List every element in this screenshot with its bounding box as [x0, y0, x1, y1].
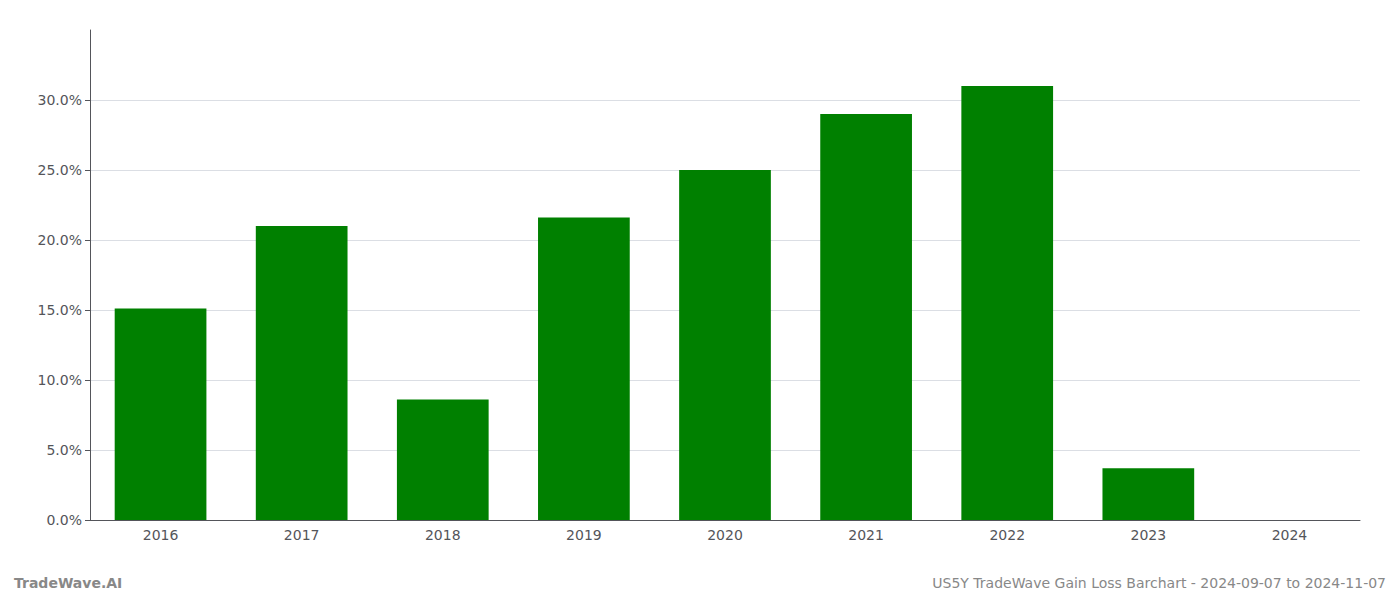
svg-text:2023: 2023 — [1131, 527, 1167, 543]
svg-text:15.0%: 15.0% — [38, 302, 82, 318]
svg-text:2021: 2021 — [848, 527, 884, 543]
svg-text:2022: 2022 — [989, 527, 1025, 543]
svg-text:30.0%: 30.0% — [38, 92, 82, 108]
svg-text:20.0%: 20.0% — [38, 232, 82, 248]
svg-text:25.0%: 25.0% — [38, 162, 82, 178]
svg-text:2019: 2019 — [566, 527, 602, 543]
svg-text:0.0%: 0.0% — [46, 512, 82, 528]
svg-text:2024: 2024 — [1272, 527, 1308, 543]
svg-text:5.0%: 5.0% — [46, 442, 82, 458]
svg-text:10.0%: 10.0% — [38, 372, 82, 388]
svg-text:US5Y TradeWave Gain Loss Barch: US5Y TradeWave Gain Loss Barchart - 2024… — [932, 575, 1386, 591]
svg-text:TradeWave.AI: TradeWave.AI — [14, 575, 122, 591]
svg-text:2016: 2016 — [143, 527, 179, 543]
svg-text:2018: 2018 — [425, 527, 461, 543]
svg-text:2020: 2020 — [707, 527, 743, 543]
svg-text:2017: 2017 — [284, 527, 320, 543]
